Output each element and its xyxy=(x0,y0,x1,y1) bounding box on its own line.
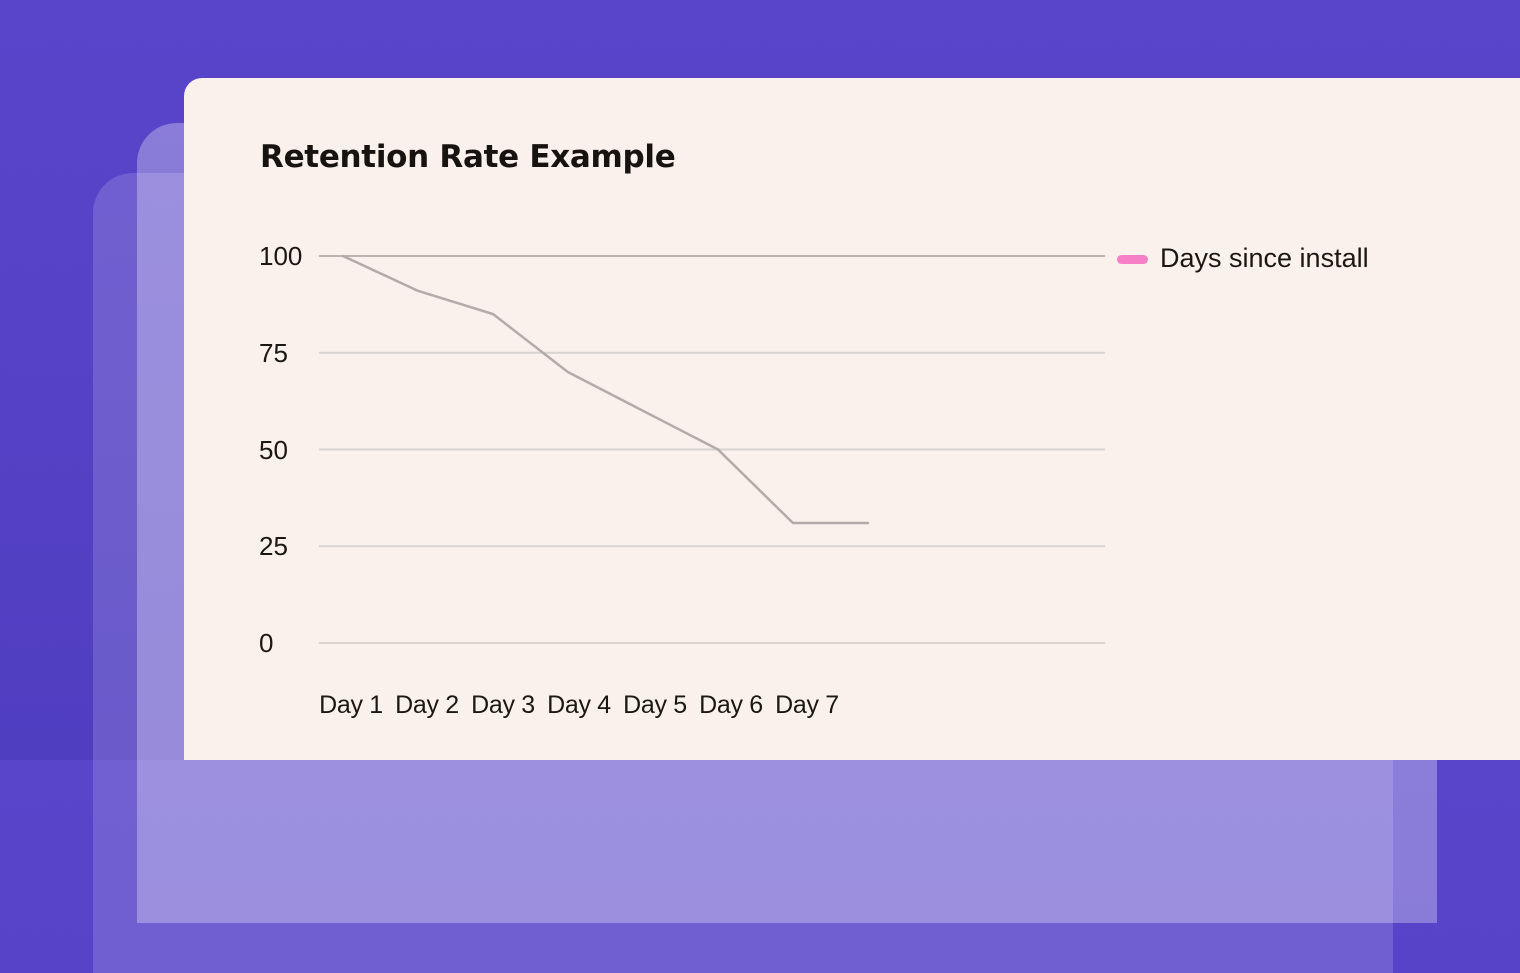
chart-title: Retention Rate Example xyxy=(260,139,676,175)
series-line-days-since-install xyxy=(341,254,870,525)
x-axis-tick-label-5: Day 5 xyxy=(623,691,687,719)
legend-label: Days since install xyxy=(1160,243,1369,273)
y-axis-tick-label-100: 100 xyxy=(259,241,303,271)
x-axis-tick-label-1: Day 1 xyxy=(319,691,383,719)
legend-marker-icon xyxy=(1117,254,1148,264)
x-axis-tick-label-3: Day 3 xyxy=(471,691,535,719)
y-axis-tick-label-75: 75 xyxy=(259,337,288,368)
x-axis-tick-label-4: Day 4 xyxy=(547,691,611,719)
y-axis-tick-label-0: 0 xyxy=(259,628,274,658)
y-axis-tick-label-25: 25 xyxy=(259,531,288,562)
page-background: { "page": { "background_top_color": "#59… xyxy=(0,0,1520,760)
line-chart-canvas xyxy=(319,254,1105,644)
x-axis-tick-label-7: Day 7 xyxy=(775,691,839,719)
x-axis-tick-label-6: Day 6 xyxy=(699,691,763,719)
x-axis-tick-label-2: Day 2 xyxy=(395,691,459,719)
chart-legend: Days since install xyxy=(1117,244,1369,272)
chart-card: Retention Rate Example 100 75 50 25 0 Day 1 D… xyxy=(184,78,1520,760)
y-axis-tick-label-50: 50 xyxy=(259,434,288,465)
